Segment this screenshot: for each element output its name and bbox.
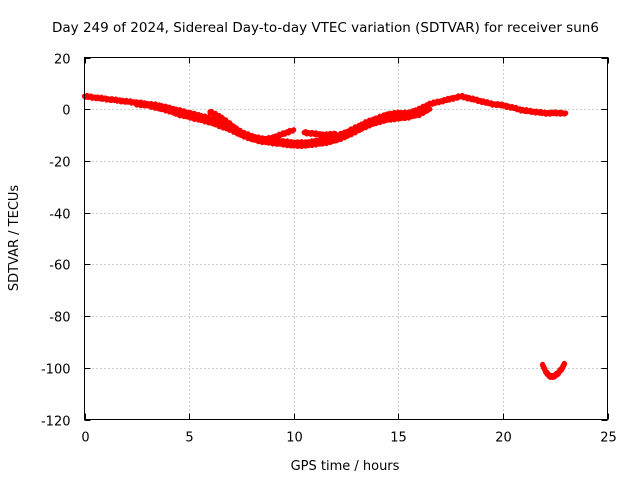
x-axis-title: GPS time / hours [291,459,400,474]
data-point [521,107,527,114]
data-point [249,136,255,142]
series-3 [207,108,297,144]
data-point [102,96,108,102]
y-tick-label: -80 [49,311,70,326]
x-tick-label: 5 [185,431,193,446]
data-point [427,106,433,112]
data-point [562,361,568,367]
plot-frame [84,57,608,420]
data-point [332,137,339,143]
x-tick-label: 15 [390,431,407,446]
axis-ticks [84,57,609,421]
data-point [374,119,380,125]
y-tick-label: -60 [49,259,70,274]
data-point [238,129,244,136]
data-point [448,96,454,102]
data-point [489,101,495,107]
data-point [301,142,307,148]
data-point [144,102,150,108]
data-point [280,131,286,137]
data-point [458,93,464,99]
data-point [543,369,549,375]
data-point [186,114,192,120]
series-5 [540,360,568,380]
y-tick-label: 20 [54,53,71,68]
data-point [416,106,422,112]
y-tick-label: -40 [49,208,70,223]
y-tick-label: -100 [41,363,71,378]
data-point [155,105,161,111]
y-tick-label: -20 [49,156,70,171]
x-tick-label: 25 [600,431,617,446]
y-axis-title: SDTVAR / TECUs [7,185,22,292]
data-point [558,366,565,372]
data-point [322,140,328,146]
data-point [301,129,307,136]
data-point [540,362,546,368]
data-point [291,142,297,148]
x-tick-label: 10 [286,431,303,446]
data-series [81,92,569,380]
data-point [395,110,401,116]
data-point [385,117,391,123]
data-point [468,96,475,102]
data-point [228,122,234,128]
data-point [197,117,203,123]
data-point [332,131,339,137]
data-point [364,123,370,129]
data-point [291,127,297,133]
data-point [312,131,318,137]
y-tick-label: 0 [62,104,70,119]
data-point [416,111,422,117]
series-line [301,129,338,139]
data-point [479,98,485,105]
data-point [165,107,171,114]
data-point [343,133,349,139]
data-point [217,114,224,120]
data-point [207,119,213,125]
data-point [259,137,265,143]
data-point [134,101,140,107]
data-point [531,109,537,115]
data-point [500,102,506,108]
x-tick-label: 20 [495,431,512,446]
y-tick-label: -120 [41,415,71,430]
data-point [510,105,516,111]
data-point [552,110,558,116]
data-point [353,128,360,134]
series-4 [301,129,339,139]
data-point [555,370,561,376]
data-point [542,110,548,116]
data-point [92,95,98,101]
data-point [176,111,182,117]
data-point [280,141,286,147]
data-point [270,135,276,141]
data-point [217,123,224,129]
data-point [113,97,119,103]
data-point [385,111,391,117]
tick-labels: 0 5 10 15 20 25 20 0 -20 -40 -60 -80 -100 -120 [41,53,617,446]
data-point [563,110,569,116]
data-point [406,114,412,120]
data-point [123,98,129,105]
data-point [270,140,276,146]
data-point [437,98,443,105]
data-point [395,115,401,121]
data-point [312,141,318,147]
chart-title: Day 249 of 2024, Sidereal Day-to-day VTE… [52,20,599,36]
data-point [207,109,213,115]
data-point [322,132,328,138]
data-point [427,101,433,107]
x-tick-label: 0 [81,431,89,446]
